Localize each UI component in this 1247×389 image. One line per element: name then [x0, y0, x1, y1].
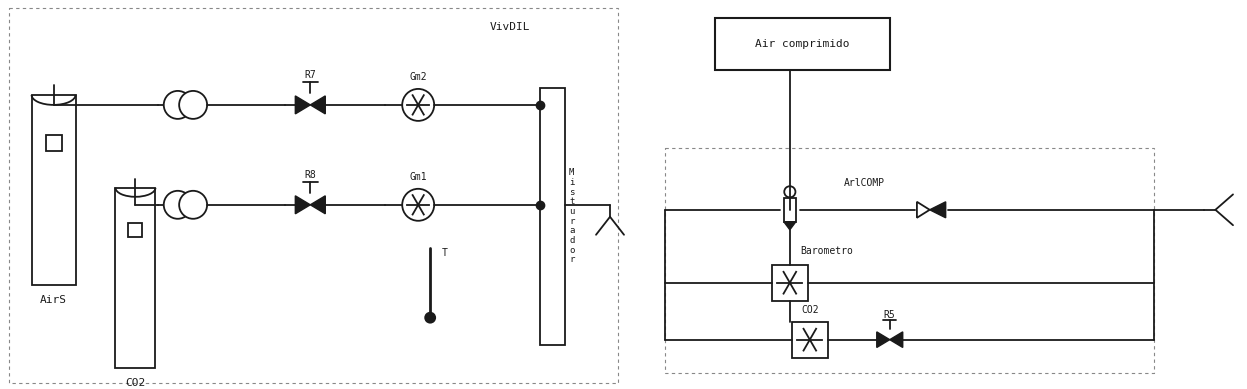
Circle shape — [784, 186, 796, 197]
Text: AirS: AirS — [40, 295, 67, 305]
Circle shape — [403, 189, 434, 221]
Text: T: T — [443, 248, 448, 258]
Bar — [9, 8, 619, 383]
Text: R8: R8 — [304, 170, 317, 180]
Text: R7: R7 — [304, 70, 317, 80]
Text: CO2: CO2 — [801, 305, 818, 315]
Bar — [715, 18, 890, 70]
Text: Air comprimido: Air comprimido — [756, 39, 849, 49]
Text: M
i
s
t
u
r
a
d
o
r: M i s t u r a d o r — [569, 168, 575, 265]
Circle shape — [403, 89, 434, 121]
Polygon shape — [877, 332, 890, 347]
Circle shape — [163, 191, 192, 219]
Polygon shape — [296, 196, 311, 214]
Bar — [31, 95, 76, 285]
Bar — [784, 198, 796, 222]
Circle shape — [163, 91, 192, 119]
Polygon shape — [890, 332, 903, 347]
Text: ArlCOMP: ArlCOMP — [844, 178, 885, 188]
Polygon shape — [311, 196, 325, 214]
Text: Gm1: Gm1 — [409, 172, 426, 182]
Circle shape — [180, 191, 207, 219]
Polygon shape — [784, 222, 796, 230]
Bar — [128, 223, 142, 237]
Bar — [792, 322, 828, 357]
Polygon shape — [930, 202, 945, 218]
Text: CO2: CO2 — [126, 378, 146, 387]
Circle shape — [180, 91, 207, 119]
Bar — [46, 135, 61, 151]
Text: VivDIL: VivDIL — [490, 22, 531, 32]
Bar — [772, 265, 808, 301]
Circle shape — [425, 313, 435, 323]
Text: Gm2: Gm2 — [409, 72, 426, 82]
Bar — [540, 88, 565, 345]
Bar — [116, 188, 156, 368]
Text: Barometro: Barometro — [799, 246, 853, 256]
Bar — [665, 148, 1155, 373]
Polygon shape — [311, 96, 325, 114]
Text: R5: R5 — [884, 310, 895, 320]
Polygon shape — [296, 96, 311, 114]
Polygon shape — [917, 202, 930, 218]
